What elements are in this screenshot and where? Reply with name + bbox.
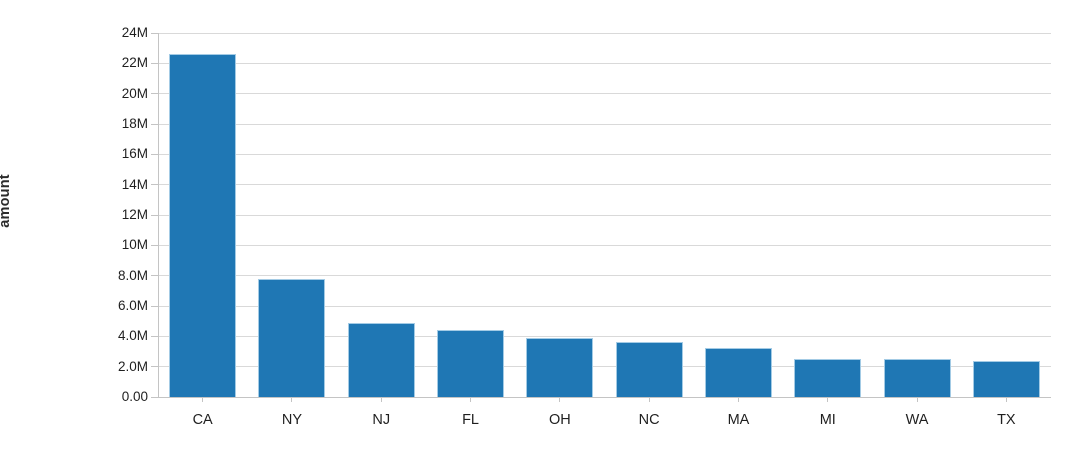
gridline <box>158 244 1051 246</box>
gridline <box>158 184 1051 186</box>
y-tick-label: 18M <box>121 116 148 131</box>
y-axis-tick <box>151 275 158 277</box>
x-tick-label-nc: NC <box>638 412 660 428</box>
x-tick-label-mi: MI <box>819 412 836 428</box>
bar-ny <box>258 279 325 397</box>
x-axis-tick <box>559 397 561 402</box>
y-tick-label: 6.0M <box>117 298 148 313</box>
bar-ca <box>169 54 236 397</box>
y-tick-label: 20M <box>121 85 148 101</box>
y-axis-tick <box>151 184 158 186</box>
gridline <box>158 32 1051 34</box>
y-tick-label: 16M <box>121 146 148 162</box>
gridline <box>158 275 1051 277</box>
x-axis-tick <box>202 397 204 402</box>
y-tick-label: 8.0M <box>117 267 148 283</box>
y-axis-tick <box>151 244 158 246</box>
x-tick-label-oh: OH <box>548 412 571 428</box>
x-axis-tick <box>291 397 293 402</box>
y-axis-tick <box>151 62 158 64</box>
y-axis-tick <box>151 153 158 155</box>
y-tick-label: 14M <box>121 176 148 192</box>
y-tick-label: 2.0M <box>117 358 148 374</box>
gridline <box>158 214 1051 216</box>
x-axis-tick <box>648 397 650 402</box>
x-tick-label-ca: CA <box>192 412 213 428</box>
x-axis-tick <box>470 397 472 402</box>
x-axis-tick <box>916 397 918 402</box>
x-axis-line <box>158 396 1051 398</box>
y-tick-label: 12M <box>121 207 148 222</box>
gridline <box>158 305 1051 307</box>
bar-nc <box>616 342 683 397</box>
bar-tx <box>973 361 1040 397</box>
gridline <box>158 62 1051 64</box>
bar-ma <box>705 348 772 397</box>
x-tick-label-ny: NY <box>281 412 303 428</box>
x-tick-label-nj: NJ <box>372 412 391 428</box>
gridline <box>158 153 1051 155</box>
y-axis-line <box>158 33 159 398</box>
gridline <box>158 335 1051 337</box>
bar-nj <box>348 323 415 397</box>
bar-oh <box>526 338 593 397</box>
gridline <box>158 366 1051 368</box>
gridline <box>158 93 1051 95</box>
y-axis-tick <box>151 366 158 368</box>
y-tick-label: 22M <box>121 55 148 71</box>
y-axis-tick <box>151 93 158 95</box>
y-tick-label: 10M <box>121 237 148 253</box>
x-axis-tick <box>1005 397 1007 402</box>
x-tick-label-fl: FL <box>462 412 479 428</box>
y-axis-tick <box>151 214 158 216</box>
y-axis-tick <box>151 32 158 34</box>
x-axis-tick <box>827 397 829 402</box>
x-axis-tick <box>737 397 739 402</box>
x-tick-label-ma: MA <box>727 412 750 428</box>
y-tick-label: 4.0M <box>117 328 148 344</box>
bar-wa <box>884 359 951 397</box>
x-tick-label-wa: WA <box>905 412 929 428</box>
y-tick-label: 0.00 <box>121 389 148 404</box>
x-tick-label-tx: TX <box>997 412 1016 428</box>
gridline <box>158 123 1051 125</box>
y-axis-tick <box>151 305 158 307</box>
bar-fl <box>437 330 504 397</box>
y-tick-label: 24M <box>121 25 148 40</box>
y-axis-tick <box>151 335 158 337</box>
y-axis-tick <box>151 123 158 125</box>
x-axis-tick <box>380 397 382 402</box>
y-axis-tick <box>151 396 158 398</box>
bar-mi <box>794 359 861 397</box>
